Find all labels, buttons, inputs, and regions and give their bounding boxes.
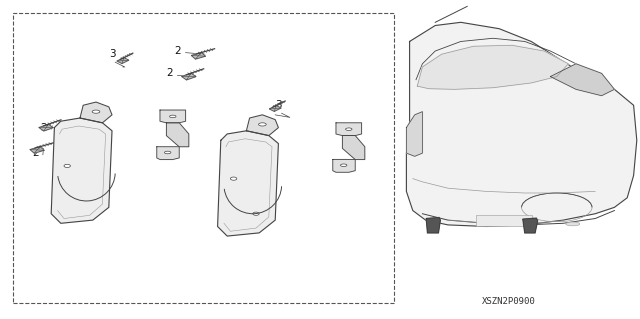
Polygon shape <box>336 123 362 136</box>
Polygon shape <box>342 136 365 160</box>
Polygon shape <box>246 115 278 136</box>
Polygon shape <box>80 102 112 123</box>
Text: 3: 3 <box>275 100 282 110</box>
Text: 2: 2 <box>166 68 173 78</box>
Ellipse shape <box>340 164 347 167</box>
Text: 2: 2 <box>32 148 38 158</box>
Polygon shape <box>269 106 281 111</box>
Polygon shape <box>160 110 186 123</box>
Text: 1: 1 <box>408 138 414 149</box>
Polygon shape <box>406 112 422 156</box>
Polygon shape <box>523 218 538 233</box>
Polygon shape <box>157 147 179 160</box>
Ellipse shape <box>164 151 171 154</box>
Ellipse shape <box>64 164 70 167</box>
Polygon shape <box>182 73 196 80</box>
Polygon shape <box>426 218 440 233</box>
Polygon shape <box>117 58 129 63</box>
Ellipse shape <box>170 115 176 118</box>
Polygon shape <box>39 124 53 131</box>
Text: 3: 3 <box>109 49 115 59</box>
Ellipse shape <box>566 222 580 226</box>
Ellipse shape <box>230 177 237 180</box>
Polygon shape <box>417 45 568 89</box>
Ellipse shape <box>259 123 266 126</box>
Ellipse shape <box>92 110 100 113</box>
Text: XSZN2P0900: XSZN2P0900 <box>482 297 536 306</box>
Bar <box>13 13 394 303</box>
FancyBboxPatch shape <box>476 215 532 226</box>
Ellipse shape <box>253 212 259 215</box>
Polygon shape <box>218 131 278 236</box>
Polygon shape <box>406 22 637 226</box>
Polygon shape <box>51 118 112 223</box>
Text: 2: 2 <box>175 46 181 56</box>
Polygon shape <box>30 147 44 153</box>
Polygon shape <box>191 53 205 59</box>
Polygon shape <box>550 64 614 96</box>
Text: 2: 2 <box>40 122 47 133</box>
Polygon shape <box>333 160 355 172</box>
Polygon shape <box>166 123 189 147</box>
Ellipse shape <box>346 128 352 130</box>
